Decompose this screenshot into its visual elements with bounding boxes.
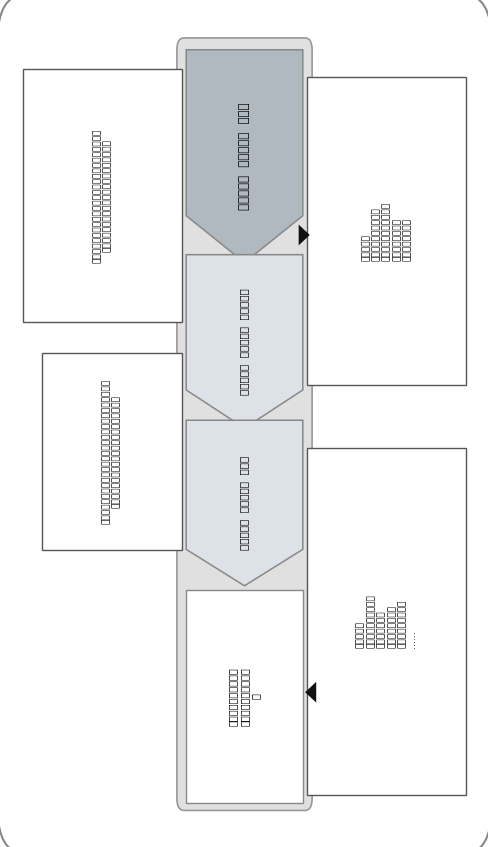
Polygon shape bbox=[186, 50, 302, 263]
Polygon shape bbox=[186, 420, 302, 586]
Text: 碳排放管理  系统年度配  额总量: 碳排放管理 系统年度配 额总量 bbox=[238, 102, 250, 210]
FancyBboxPatch shape bbox=[307, 448, 465, 794]
FancyBboxPatch shape bbox=[23, 69, 181, 322]
Text: 估算新建项  目所需配额  预留量: 估算新建项 目所需配额 预留量 bbox=[239, 456, 249, 551]
FancyBboxPatch shape bbox=[41, 353, 181, 551]
FancyBboxPatch shape bbox=[307, 77, 465, 385]
Polygon shape bbox=[186, 255, 302, 428]
Text: 在碳排放总量约束下，根据行业现状、技术进步、发展规划，
确定纳入碳排放管理系统的行业碳排放控制上限: 在碳排放总量约束下，根据行业现状、技术进步、发展规划， 确定纳入碳排放管理系统的… bbox=[102, 379, 121, 524]
FancyBboxPatch shape bbox=[177, 38, 311, 811]
Text: 输出指标：
控排行业碳排放配额量
碳排放管理系统配额总量
碳排放量配额总量
预算碳排放配额量: 输出指标： 控排行业碳排放配额量 碳排放管理系统配额总量 碳排放量配额总量 预算… bbox=[361, 202, 411, 261]
Text: 湖足民用航空企业生产
经营对碳排放的最低需
求: 湖足民用航空企业生产 经营对碳排放的最低需 求 bbox=[227, 667, 261, 726]
Text: 根据全社会碳排放强度下降目标、国民经济和社会发展规
划，估算出本地区到目标年碳排放总量控制目标: 根据全社会碳排放强度下降目标、国民经济和社会发展规 划，估算出本地区到目标年碳排… bbox=[92, 129, 112, 263]
Text: 输入指标：
控排行业历史碳排放量
地区碳排放目标
控排行业碳排推力
预留配额比例的计划
……: 输入指标： 控排行业历史碳排放量 地区碳排放目标 控排行业碳排推力 预留配额比例… bbox=[355, 595, 416, 648]
Text: 计算控排行  业生产所需  最低配额量: 计算控排行 业生产所需 最低配额量 bbox=[239, 288, 249, 395]
FancyBboxPatch shape bbox=[186, 590, 302, 803]
